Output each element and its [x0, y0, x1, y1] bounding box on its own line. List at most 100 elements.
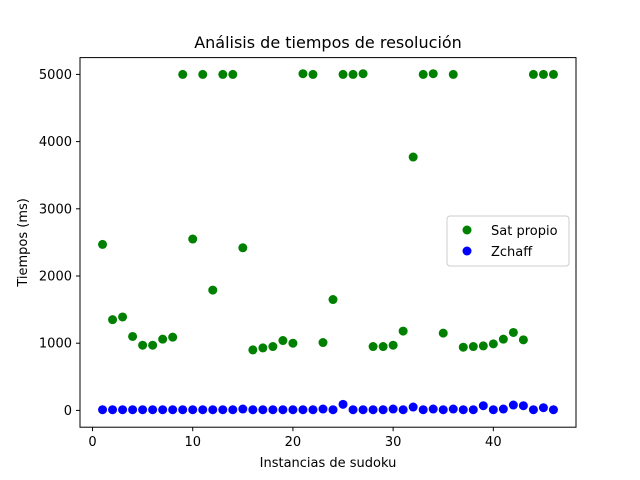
point-sat-propio-28 — [368, 342, 378, 352]
point-zchaff-29 — [378, 405, 388, 415]
point-sat-propio-9 — [178, 69, 188, 79]
point-zchaff-40 — [488, 405, 498, 415]
y-tick-label: 5000 — [39, 68, 72, 83]
x-tick-label: 0 — [88, 435, 96, 450]
point-sat-propio-7 — [158, 334, 168, 344]
point-zchaff-4 — [128, 405, 138, 415]
point-zchaff-10 — [188, 405, 198, 415]
point-zchaff-38 — [468, 405, 478, 415]
point-zchaff-31 — [398, 405, 408, 415]
point-sat-propio-21 — [298, 69, 308, 79]
point-sat-propio-25 — [338, 69, 348, 79]
point-sat-propio-2 — [108, 315, 118, 325]
point-zchaff-13 — [218, 405, 228, 415]
x-tick-label: 40 — [485, 435, 502, 450]
point-sat-propio-24 — [328, 295, 338, 305]
point-zchaff-2 — [108, 405, 118, 415]
point-sat-propio-3 — [118, 312, 128, 322]
point-sat-propio-23 — [318, 338, 328, 348]
point-sat-propio-15 — [238, 243, 248, 253]
point-sat-propio-42 — [508, 327, 518, 337]
point-sat-propio-18 — [268, 342, 278, 352]
point-zchaff-5 — [138, 405, 148, 415]
point-zchaff-32 — [408, 402, 418, 412]
point-zchaff-37 — [458, 405, 468, 415]
plot-frame — [79, 57, 577, 428]
point-sat-propio-12 — [208, 285, 218, 295]
point-sat-propio-31 — [398, 326, 408, 336]
data-points — [98, 69, 558, 415]
point-sat-propio-17 — [258, 343, 268, 353]
point-zchaff-43 — [518, 401, 528, 411]
point-sat-propio-45 — [538, 69, 548, 79]
chart-title: Análisis de tiempos de resolución — [194, 33, 462, 52]
x-tick-label: 30 — [385, 435, 402, 450]
x-tick-label: 10 — [184, 435, 201, 450]
point-sat-propio-26 — [348, 69, 358, 79]
point-zchaff-11 — [198, 405, 208, 415]
point-sat-propio-37 — [458, 342, 468, 352]
point-zchaff-26 — [348, 405, 358, 415]
point-zchaff-17 — [258, 405, 268, 415]
point-sat-propio-41 — [498, 334, 508, 344]
point-zchaff-14 — [228, 405, 238, 415]
point-sat-propio-22 — [308, 69, 318, 79]
point-zchaff-28 — [368, 405, 378, 415]
point-sat-propio-10 — [188, 234, 198, 244]
point-zchaff-39 — [478, 401, 488, 411]
y-tick-label: 2000 — [39, 270, 72, 285]
y-tick-label: 1000 — [39, 337, 72, 352]
y-axis-ticks: 0 1000 2000 3000 4000 5000 — [39, 68, 80, 419]
point-zchaff-35 — [438, 405, 448, 415]
point-sat-propio-36 — [448, 69, 458, 79]
point-zchaff-21 — [298, 405, 308, 415]
point-zchaff-6 — [148, 405, 158, 415]
point-sat-propio-20 — [288, 338, 298, 348]
point-zchaff-8 — [168, 405, 178, 415]
point-zchaff-46 — [548, 405, 558, 415]
point-sat-propio-11 — [198, 69, 208, 79]
x-axis-label: Instancias de sudoku — [260, 456, 397, 471]
point-zchaff-45 — [538, 403, 548, 413]
point-sat-propio-16 — [248, 345, 258, 355]
x-tick-label: 20 — [285, 435, 302, 450]
point-zchaff-9 — [178, 405, 188, 415]
point-sat-propio-40 — [488, 339, 498, 349]
point-zchaff-7 — [158, 405, 168, 415]
point-sat-propio-43 — [518, 335, 528, 345]
point-sat-propio-35 — [438, 328, 448, 338]
point-sat-propio-19 — [278, 336, 288, 346]
point-zchaff-3 — [118, 405, 128, 415]
point-zchaff-18 — [268, 405, 278, 415]
point-sat-propio-6 — [148, 340, 158, 350]
legend-box — [446, 215, 570, 267]
x-axis-ticks: 0 10 20 30 40 — [88, 427, 502, 450]
point-zchaff-41 — [498, 404, 508, 414]
legend-label-sat-propio: Sat propio — [491, 224, 558, 239]
point-sat-propio-38 — [468, 342, 478, 352]
point-sat-propio-5 — [138, 340, 148, 350]
point-sat-propio-34 — [428, 69, 438, 79]
y-axis-label: Tiempos (ms) — [16, 198, 31, 288]
point-zchaff-30 — [388, 404, 398, 414]
point-sat-propio-4 — [128, 331, 138, 341]
point-sat-propio-8 — [168, 332, 178, 342]
point-sat-propio-30 — [388, 340, 398, 350]
point-zchaff-19 — [278, 405, 288, 415]
y-tick-label: 4000 — [39, 135, 72, 150]
y-tick-label: 3000 — [39, 202, 72, 217]
point-zchaff-22 — [308, 405, 318, 415]
legend-marker-zchaff — [462, 246, 472, 256]
point-zchaff-23 — [318, 404, 328, 414]
point-zchaff-44 — [528, 405, 538, 415]
point-zchaff-36 — [448, 404, 458, 414]
point-zchaff-42 — [508, 400, 518, 410]
legend-label-zchaff: Zchaff — [491, 245, 533, 260]
point-sat-propio-44 — [528, 69, 538, 79]
point-sat-propio-27 — [358, 69, 368, 79]
point-sat-propio-1 — [98, 239, 108, 249]
point-zchaff-24 — [328, 405, 338, 415]
point-zchaff-15 — [238, 404, 248, 414]
y-tick-label: 0 — [64, 404, 72, 419]
